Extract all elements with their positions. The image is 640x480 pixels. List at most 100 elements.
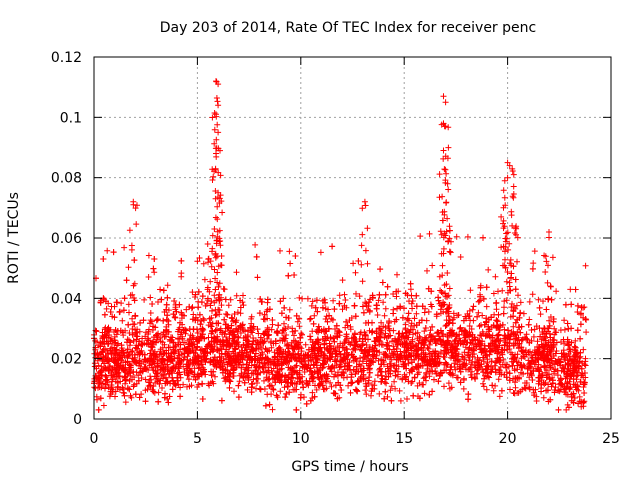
data-point xyxy=(169,386,176,393)
data-point xyxy=(306,367,313,374)
data-point xyxy=(375,297,382,304)
data-point xyxy=(547,396,554,403)
data-point xyxy=(407,286,414,293)
data-point xyxy=(512,286,519,293)
data-point xyxy=(199,396,206,402)
data-point xyxy=(271,354,278,361)
data-point xyxy=(316,376,323,383)
data-point xyxy=(122,399,129,406)
data-point xyxy=(187,357,194,364)
data-point xyxy=(509,300,515,307)
data-point xyxy=(421,328,428,335)
data-point xyxy=(267,339,274,346)
data-point xyxy=(382,330,389,337)
data-point xyxy=(450,310,457,317)
data-point xyxy=(320,360,327,367)
data-point xyxy=(352,313,359,320)
data-point xyxy=(150,383,157,390)
data-point xyxy=(146,379,153,386)
data-point xyxy=(160,287,167,294)
data-point xyxy=(514,328,521,335)
data-point xyxy=(294,318,301,325)
data-point xyxy=(225,325,232,332)
data-point xyxy=(125,264,132,271)
data-point xyxy=(300,384,307,391)
data-point xyxy=(230,350,237,357)
data-point xyxy=(153,317,160,324)
data-point xyxy=(337,340,344,347)
data-point xyxy=(124,336,131,343)
data-point xyxy=(137,319,144,326)
data-point xyxy=(205,380,212,387)
data-point xyxy=(522,385,529,392)
data-point xyxy=(581,390,588,396)
data-point xyxy=(156,351,163,358)
data-point xyxy=(183,306,190,313)
data-point xyxy=(164,282,171,289)
data-point xyxy=(421,336,428,343)
data-point xyxy=(493,300,500,307)
data-point xyxy=(223,311,230,317)
data-point xyxy=(154,316,161,323)
data-point xyxy=(428,303,435,310)
data-point xyxy=(421,390,428,397)
data-point xyxy=(233,292,240,299)
data-point xyxy=(387,387,394,394)
data-point xyxy=(515,324,522,331)
data-point xyxy=(142,376,149,383)
data-point xyxy=(127,392,134,399)
data-point xyxy=(301,394,307,401)
data-point xyxy=(500,310,507,317)
data-point xyxy=(498,349,505,356)
data-point xyxy=(463,366,469,373)
data-point xyxy=(194,343,201,350)
data-point xyxy=(145,274,152,280)
data-point xyxy=(483,303,490,310)
data-point xyxy=(388,383,395,390)
data-point xyxy=(530,260,537,267)
data-point xyxy=(552,384,559,391)
data-point xyxy=(200,315,207,322)
data-point xyxy=(380,323,387,330)
data-point xyxy=(269,406,276,413)
data-point xyxy=(332,326,338,332)
data-point xyxy=(339,306,346,313)
data-point xyxy=(510,323,517,330)
data-point xyxy=(150,265,157,272)
data-point xyxy=(208,323,215,330)
data-point xyxy=(476,323,483,330)
data-point xyxy=(334,395,341,402)
data-point xyxy=(214,269,221,276)
data-point xyxy=(546,317,553,324)
data-point xyxy=(236,378,243,385)
data-point xyxy=(582,355,589,362)
data-point xyxy=(138,375,145,381)
data-point xyxy=(265,364,272,371)
data-point xyxy=(395,337,402,344)
data-point xyxy=(278,310,285,317)
data-point xyxy=(157,338,164,345)
data-point xyxy=(470,317,477,324)
data-point xyxy=(448,363,455,370)
data-point xyxy=(231,388,237,395)
data-point xyxy=(540,337,547,344)
data-point xyxy=(483,386,490,393)
data-point xyxy=(118,342,125,349)
data-point xyxy=(531,326,538,333)
data-point xyxy=(523,335,530,342)
data-point xyxy=(441,383,447,390)
data-point xyxy=(232,333,239,340)
data-point xyxy=(460,377,467,383)
data-point xyxy=(571,343,578,350)
data-point xyxy=(256,385,263,392)
data-point xyxy=(506,377,513,384)
data-point xyxy=(422,337,429,344)
data-point xyxy=(232,346,239,353)
data-point xyxy=(446,248,453,255)
data-point xyxy=(582,262,589,269)
data-point xyxy=(574,327,581,334)
data-point xyxy=(454,374,461,381)
data-point xyxy=(416,337,423,344)
data-point xyxy=(244,386,251,393)
data-point xyxy=(147,317,154,324)
